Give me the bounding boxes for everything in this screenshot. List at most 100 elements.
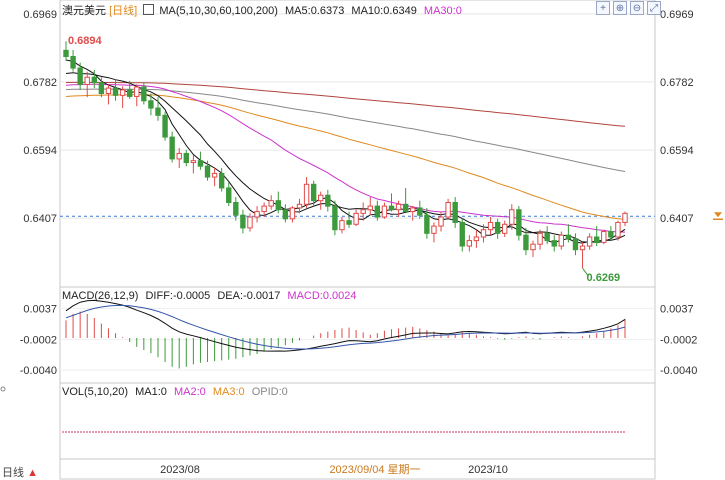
candle-body [218,172,225,189]
candle-body [240,214,246,229]
candle-body [424,214,430,234]
candle-body [417,207,423,216]
vol-ma2: MA2:0 [173,386,206,398]
candle-body [395,203,402,211]
ma5-line [65,59,626,244]
candle-body [586,236,593,247]
current-price-marker-icon [714,212,722,218]
candle-body [190,160,197,164]
candle-body [466,240,473,247]
ma30-line [65,83,626,233]
candle-body [608,231,614,238]
zoom-out-icon[interactable]: ⊖ [630,1,644,15]
candle-body [254,211,260,218]
ma-settings-icon[interactable] [143,4,155,15]
candle-body [346,220,352,225]
candle-body [176,152,182,160]
candle-body [247,216,253,229]
candle-body [480,229,487,238]
candle-body [565,234,572,240]
candle-body [119,89,126,96]
candle-body [353,212,359,225]
candle-body [141,86,147,102]
candle-body [473,236,480,242]
macd-diff: DIFF:-0.0005 [145,290,211,302]
candle-body [487,221,494,231]
candle-body [197,160,204,167]
candle-body [494,221,501,234]
candle-body [537,232,543,245]
macd-dea: DEA:-0.0017 [217,290,281,302]
candle-body [445,201,451,218]
candle-body [523,234,529,251]
candle-body [339,220,345,231]
candle-body [381,205,388,218]
candle-body [296,203,303,209]
high-annotation: 0.6894 [68,35,103,47]
candle-body [310,183,317,202]
candle-body [289,207,296,220]
candle-body [204,165,211,178]
x-axis-label: 2023/08 [160,464,200,476]
x-axis-label: 2023/09/04 星期一 [329,463,420,476]
candle-body [594,236,600,243]
candle-body [77,67,83,85]
period-selector[interactable]: 日线 ▲ [2,464,38,480]
candle-body [572,238,579,251]
candle-body [325,194,331,207]
crosshair-icon[interactable]: + [596,1,610,15]
candle-body [402,203,409,213]
candle-body [601,231,607,243]
price-tick-right: 0.6407 [660,213,694,225]
candle-body [551,240,557,247]
chart-toolbar: + ⊕ ⊖ ⤢ [596,1,661,15]
vol-ma1: MA1:0 [135,386,167,398]
low-annotation: 0.6269 [587,272,621,284]
candle-body [509,209,515,225]
candle-body [615,221,621,238]
candle-body [226,187,232,203]
candle-body [112,87,119,96]
candle-body [134,86,140,97]
price-tick-left: 0.6594 [23,145,57,157]
candle-body [105,87,112,95]
macd-tick-right: -0.0002 [660,335,697,347]
candle-body [63,49,69,57]
expand-icon[interactable]: ⤢ [647,1,661,15]
candle-body [91,76,97,84]
ma-label: MA(5,10,30,60,100,200) [159,5,278,17]
candle-body [162,114,168,138]
vol-opid: OPID:0 [251,386,288,398]
candle-body [303,183,310,205]
panel-handle-icon [0,386,6,392]
price-header: 澳元美元 [日线] MA(5,10,30,60,100,200) MA5:0.6… [62,2,462,18]
ma10-value: MA10:0.6349 [351,5,417,17]
zoom-in-icon[interactable]: ⊕ [613,1,627,15]
candle-body [516,209,522,236]
candle-body [502,223,508,234]
ma30-value: MA30:0 [423,5,462,17]
candle-body [169,136,175,160]
candle-body [148,100,154,109]
candle-body [98,82,105,95]
candle-body [530,243,536,251]
candle-body [579,245,586,251]
macd-tick-right: 0.0037 [660,303,694,315]
price-panel-frame [59,0,656,288]
x-axis-label: 2023/10 [468,464,508,476]
macd-header: MACD(26,12,9) DIFF:-0.0005 DEA:-0.0017 M… [62,290,357,302]
ma5-value: MA5:0.6373 [285,5,345,17]
time-axis-frame [59,458,656,480]
macd-label: MACD(26,12,9) [62,290,139,302]
period-selector-label: 日线 [2,467,24,479]
candle-body [410,207,416,213]
macd-tick-right: -0.0040 [660,365,697,377]
price-tick-left: 0.6407 [23,213,57,225]
candle-body [183,152,189,164]
period-up-icon: ▲ [27,467,38,479]
period-tag[interactable]: [日线] [109,5,138,17]
candle-body [275,200,281,211]
candle-body [261,205,267,213]
candle-body [282,209,289,220]
